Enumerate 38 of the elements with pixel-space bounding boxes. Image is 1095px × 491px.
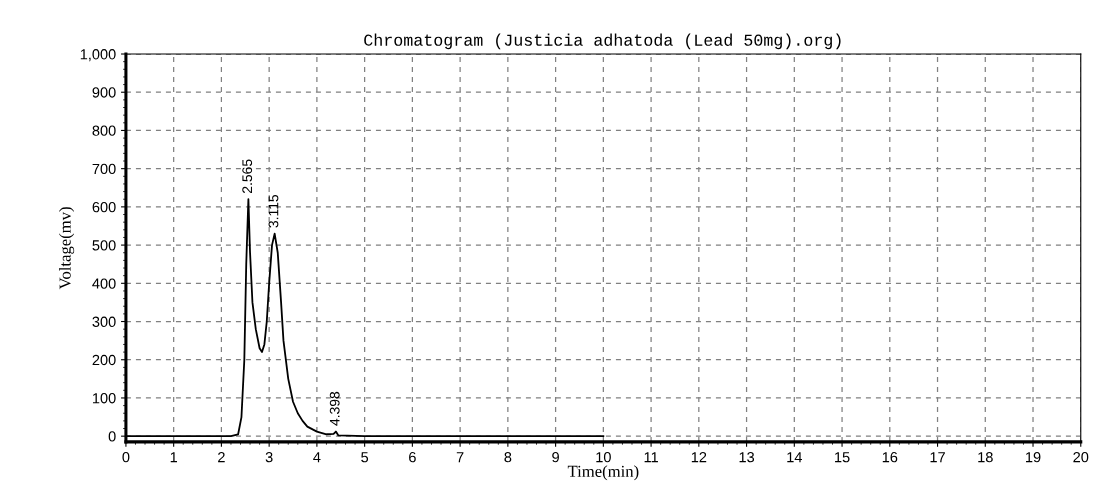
y-tick-label: 800: [92, 125, 116, 136]
annotation: 3.115: [268, 194, 279, 228]
x-tick-label: 12: [691, 452, 707, 463]
x-tick-label: 1: [170, 452, 178, 463]
y-tick-label: 700: [92, 163, 116, 175]
x-tick-label: 18: [978, 452, 993, 463]
x-tick-label: 0: [122, 452, 130, 463]
y-axis-title: Voltage(mv): [59, 207, 75, 290]
x-tick-label: 16: [882, 452, 898, 463]
y-tick-label: 300: [92, 316, 116, 327]
y-tick-label: 400: [92, 278, 116, 289]
x-tick-label: 20: [1073, 452, 1089, 463]
x-tick-label: 4: [313, 452, 321, 463]
annotation: 4.398: [329, 391, 340, 426]
x-tick-label: 8: [504, 452, 512, 463]
x-tick-label: 2: [218, 452, 225, 463]
x-tick-label: 10: [596, 452, 611, 463]
y-tick-label: 500: [92, 240, 116, 251]
x-tick-label: 17: [930, 452, 945, 463]
x-tick-label: 5: [361, 452, 369, 463]
y-tick-label: 0: [108, 431, 116, 442]
x-tick-label: 7: [456, 452, 464, 463]
x-tick-label: 15: [835, 452, 850, 463]
x-tick-label: 14: [787, 452, 802, 463]
chart-title: Chromatogram (Justicia adhatoda (Lead 50mg).org): [364, 33, 841, 50]
annotation: 2.565: [242, 159, 253, 193]
x-tick-label: 11: [644, 452, 658, 463]
y-tick-label: 1,000: [80, 49, 116, 62]
x-tick-label: 13: [739, 452, 755, 463]
x-tick-label: 9: [552, 452, 559, 463]
x-tick-label: 3: [265, 452, 273, 463]
y-tick-label: 900: [92, 87, 116, 98]
x-axis-title: Time(min): [567, 465, 639, 481]
x-tick-label: 19: [1026, 452, 1041, 463]
x-tick-label: 6: [409, 452, 416, 463]
y-tick-label: 600: [92, 201, 116, 213]
y-tick-label: 200: [92, 354, 116, 366]
y-tick-label: 100: [92, 393, 116, 404]
